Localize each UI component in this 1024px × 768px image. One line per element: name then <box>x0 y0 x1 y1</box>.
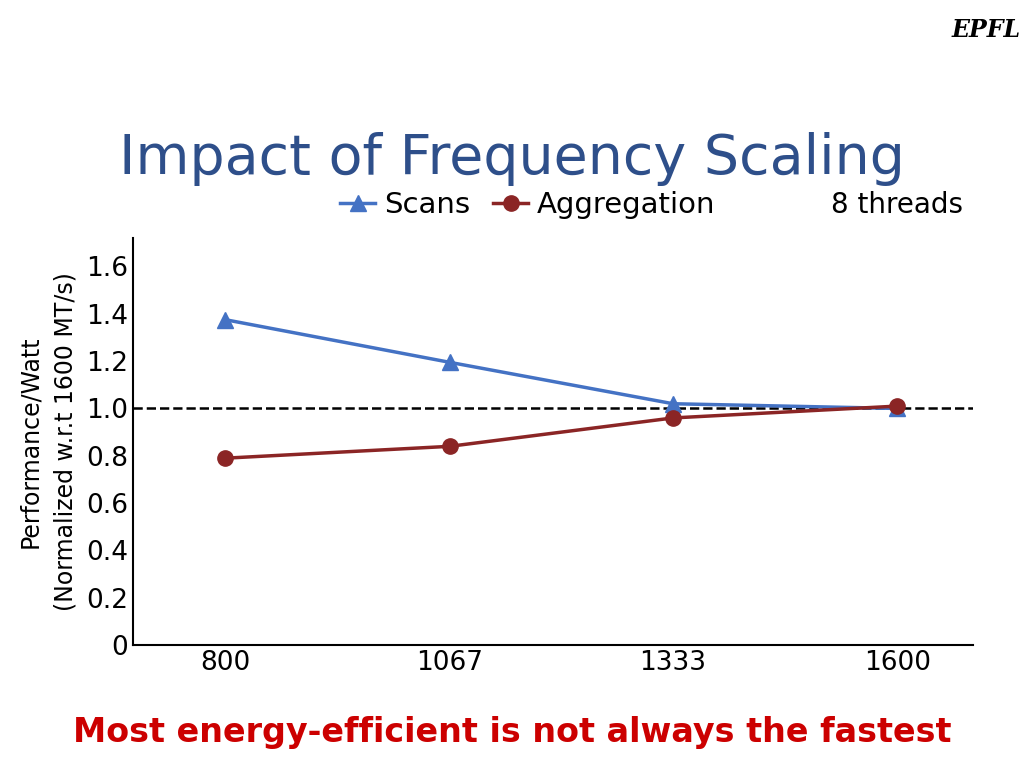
Text: Impact of Frequency Scaling: Impact of Frequency Scaling <box>119 132 905 186</box>
Y-axis label: Performance/Watt
(Normalized w.r.t 1600 MT/s): Performance/Watt (Normalized w.r.t 1600 … <box>18 272 78 611</box>
Text: Most energy-efficient is not always the fastest: Most energy-efficient is not always the … <box>73 716 951 749</box>
Text: EPFL: EPFL <box>951 18 1021 42</box>
Text: 8 threads: 8 threads <box>830 191 963 219</box>
Legend: Scans, Aggregation: Scans, Aggregation <box>329 180 727 230</box>
FancyBboxPatch shape <box>952 3 1019 60</box>
